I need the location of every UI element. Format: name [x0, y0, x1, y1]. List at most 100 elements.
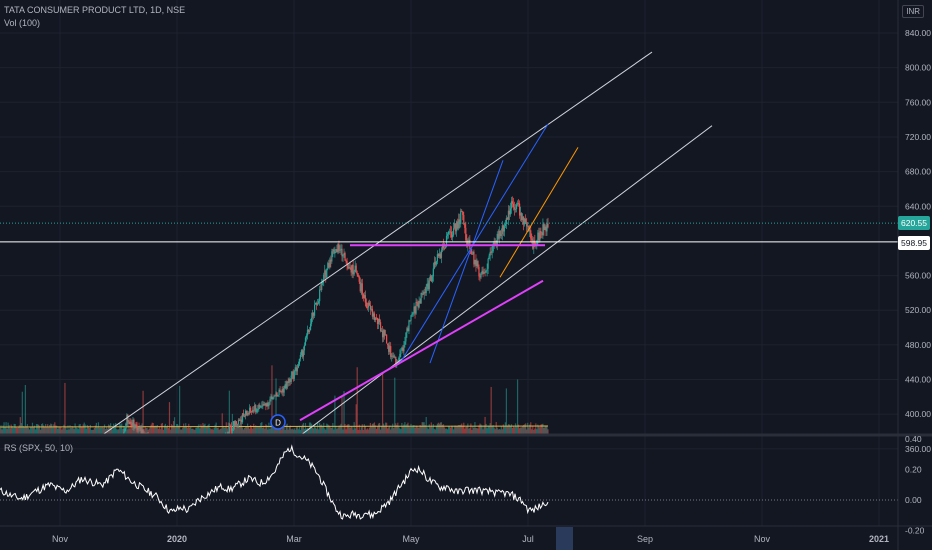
volume-bar [115, 423, 117, 434]
candle-body [24, 522, 25, 524]
volume-bar [1, 429, 3, 434]
volume-bar [64, 382, 66, 434]
candle-body [95, 474, 96, 477]
candle-body [341, 248, 343, 257]
candle-body [355, 265, 357, 273]
volume-bar [339, 425, 341, 434]
volume-bar [467, 423, 469, 434]
volume-bar [227, 422, 229, 434]
candle-body [287, 381, 289, 384]
candle-body [163, 468, 164, 469]
candle-body [309, 323, 312, 331]
candle-body [186, 456, 187, 457]
volume-bar [365, 429, 367, 434]
candle-body [72, 490, 73, 492]
volume-bar [285, 424, 287, 434]
currency-button[interactable]: INR [902, 5, 924, 18]
candle-body [440, 250, 443, 258]
candle-body [523, 216, 525, 225]
candle-body [427, 283, 429, 290]
volume-bar [179, 385, 181, 434]
volume-bar [248, 426, 250, 434]
volume-bar [12, 427, 14, 434]
volume-bar [85, 428, 87, 434]
volume-bar [98, 427, 101, 434]
volume-bar [90, 429, 92, 434]
volume-bar [38, 425, 41, 434]
candle-body [158, 461, 159, 462]
volume-bar [524, 424, 526, 434]
volume-bar [190, 426, 192, 434]
volume-bar [530, 422, 532, 434]
candle-body [27, 524, 28, 525]
volume-bar [193, 429, 195, 434]
candle-body [170, 463, 171, 468]
candle-body [320, 289, 322, 291]
dividend-marker-label: D [275, 419, 281, 428]
volume-bar [147, 429, 149, 434]
volume-bar [95, 422, 98, 434]
volume-bar [100, 427, 103, 434]
volume-bar [83, 422, 85, 434]
volume-bar [290, 429, 292, 434]
volume-bar [223, 427, 225, 434]
candle-body [76, 488, 77, 492]
candle-body [333, 249, 335, 254]
volume-bar [525, 423, 527, 434]
candle-body [18, 529, 19, 531]
dividend-marker[interactable]: D [270, 414, 286, 430]
candle-body [306, 329, 309, 336]
candle-body [244, 410, 247, 417]
volume-bar [132, 428, 134, 434]
volume-bar [377, 423, 380, 434]
candle-body [11, 532, 12, 535]
candle-body [69, 494, 70, 497]
candle-body [457, 221, 459, 229]
volume-bar [362, 429, 364, 434]
volume-bar [204, 423, 206, 434]
candle-body [116, 456, 117, 457]
volume-bar [246, 426, 248, 434]
candle-body [98, 470, 99, 471]
volume-bar [264, 428, 266, 434]
volume-bar [165, 426, 168, 434]
trendlines[interactable] [0, 51, 898, 470]
candle-body [181, 459, 182, 464]
volume-bar [363, 424, 365, 434]
candle-body [379, 322, 382, 332]
candle-body [137, 427, 139, 431]
price-tick-label: 760.00 [905, 97, 931, 107]
candle-body [528, 225, 530, 231]
volume-bar [366, 428, 368, 434]
volume-bar [396, 425, 398, 434]
volume-bar [206, 426, 208, 434]
volume-bar [299, 429, 301, 434]
candle-body [282, 389, 284, 393]
volume-bar [347, 423, 349, 434]
volume-bar [2, 425, 4, 434]
volume-bar [47, 424, 49, 434]
candle-body [193, 456, 194, 459]
volume-bar [157, 428, 159, 434]
candle-body [374, 317, 377, 320]
volume-bar [449, 427, 452, 434]
candle-body [514, 209, 517, 210]
candle-body [150, 442, 151, 443]
volume-bar [311, 427, 314, 434]
candle-body [128, 421, 130, 424]
candle-body [113, 462, 114, 465]
volume-bar [512, 426, 515, 434]
candle-body [527, 225, 529, 227]
volume-bar [438, 423, 441, 434]
volume-bar [424, 425, 426, 434]
grid [0, 0, 898, 526]
candle-body [45, 511, 46, 513]
volume-bar [316, 428, 318, 434]
volume-bar [117, 429, 119, 434]
candle-body [445, 235, 448, 247]
volume-bar [43, 425, 45, 434]
volume-bar [352, 429, 354, 434]
volume-bar [168, 402, 171, 434]
volume-bar [535, 423, 537, 434]
